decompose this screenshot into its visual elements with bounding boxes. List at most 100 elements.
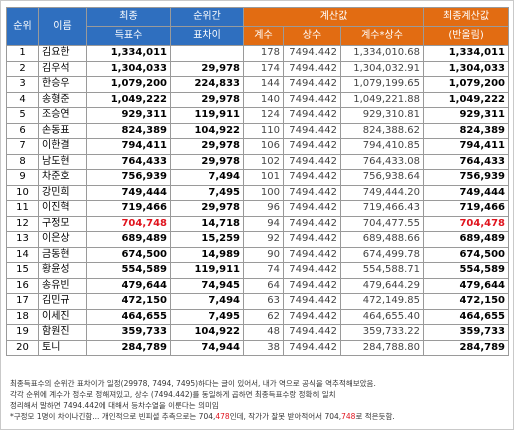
final-cell: 472,150 (423, 293, 510, 310)
rank-cell: 18 (6, 308, 39, 325)
rank-cell: 8 (6, 153, 39, 170)
coef-cell: 106 (243, 138, 284, 155)
product-cell: 704,477.55 (339, 215, 425, 232)
note-line: 정리해서 말하면 7494.442에 대해서 등차수열을 이룬다는 의미임 (10, 401, 219, 410)
table-row: 5 조승연 929,311 119,911 124 7494.442 929,310.81 9… (6, 107, 510, 124)
product-cell: 674,499.78 (339, 246, 425, 263)
coef-cell: 174 (243, 60, 284, 77)
table-row: 18 이세진 464,655 7,495 62 7494.442 464,655.40 464… (6, 308, 510, 325)
gap-cell: 104,922 (170, 324, 244, 341)
votes-cell: 554,589 (86, 262, 171, 279)
name-cell: 손동표 (38, 122, 87, 139)
table-row: 10 강민희 749,444 7,495 100 7494.442 749,444.20 74… (6, 184, 510, 201)
coef-cell: 63 (243, 293, 284, 310)
name-cell: 강민희 (38, 184, 87, 201)
coef-cell: 48 (243, 324, 284, 341)
name-cell: 김민규 (38, 293, 87, 310)
const-cell: 7494.442 (283, 262, 341, 279)
rank-cell: 1 (6, 45, 39, 62)
rank-cell: 5 (6, 107, 39, 124)
const-cell: 7494.442 (283, 153, 341, 170)
note-text: *구정모 1명이 차이나긴함... 개인적으로 빈피셜 추측으로는 704, (10, 412, 216, 421)
const-cell: 7494.442 (283, 293, 341, 310)
const-cell: 7494.442 (283, 107, 341, 124)
product-cell: 824,388.62 (339, 122, 425, 139)
votes-cell: 674,500 (86, 246, 171, 263)
product-cell: 1,304,032.91 (339, 60, 425, 77)
product-cell: 749,444.20 (339, 184, 425, 201)
name-cell: 이세진 (38, 308, 87, 325)
table-row: 9 차준호 756,939 7,494 101 7494.442 756,938.64 756… (6, 169, 510, 186)
name-cell: 구정모 (38, 215, 87, 232)
rank-cell: 13 (6, 231, 39, 248)
notes: 최종득표수의 순위간 표차이가 일정(29978, 7494, 7495)하다는… (10, 378, 506, 422)
name-cell: 이진혁 (38, 200, 87, 217)
const-cell: 7494.442 (283, 215, 341, 232)
product-cell: 472,149.85 (339, 293, 425, 310)
header-gap-1: 순위간 (170, 7, 244, 27)
const-cell: 7494.442 (283, 308, 341, 325)
table-row: 11 이진혁 719,466 29,978 96 7494.442 719,466.43 71… (6, 200, 510, 217)
note-line: *구정모 1명이 차이나긴함... 개인적으로 빈피셜 추측으로는 704,47… (10, 411, 506, 422)
final-cell: 929,311 (423, 107, 510, 124)
votes-cell: 359,733 (86, 324, 171, 341)
const-cell: 7494.442 (283, 122, 341, 139)
gap-cell: 15,259 (170, 231, 244, 248)
product-cell: 1,334,010.68 (339, 45, 425, 62)
votes-cell: 1,304,033 (86, 60, 171, 77)
name-cell: 김우석 (38, 60, 87, 77)
rank-cell: 6 (6, 122, 39, 139)
table-row: 2 김우석 1,304,033 29,978 174 7494.442 1,304,032.… (6, 60, 510, 77)
table-row: 1 김요한 1,334,011 178 7494.442 1,334,010.68 1,33… (6, 45, 510, 62)
table-row: 16 송유빈 479,644 74,945 64 7494.442 479,644.29 47… (6, 277, 510, 294)
rank-cell: 16 (6, 277, 39, 294)
final-cell: 824,389 (423, 122, 510, 139)
name-cell: 금동현 (38, 246, 87, 263)
product-cell: 764,433.08 (339, 153, 425, 170)
const-cell: 7494.442 (283, 169, 341, 186)
note-text: 로 적은듯함. (355, 412, 395, 421)
coef-cell: 110 (243, 122, 284, 139)
votes-cell: 749,444 (86, 184, 171, 201)
coef-cell: 100 (243, 184, 284, 201)
const-cell: 7494.442 (283, 324, 341, 341)
gap-cell: 29,978 (170, 138, 244, 155)
gap-cell: 224,833 (170, 76, 244, 93)
header-final-votes-1: 최종 (86, 7, 171, 27)
note-text: 인데, 작가가 잘못 받아적어서 704, (229, 412, 342, 421)
name-cell: 남도현 (38, 153, 87, 170)
product-cell: 689,488.66 (339, 231, 425, 248)
coef-cell: 144 (243, 76, 284, 93)
rank-cell: 10 (6, 184, 39, 201)
votes-cell: 479,644 (86, 277, 171, 294)
votes-cell: 794,411 (86, 138, 171, 155)
coef-cell: 124 (243, 107, 284, 124)
coef-cell: 74 (243, 262, 284, 279)
table-row: 19 함원진 359,733 104,922 48 7494.442 359,733.22 3… (6, 324, 510, 341)
table-row: 6 손동표 824,389 104,922 110 7494.442 824,388.62 8… (6, 122, 510, 139)
product-cell: 284,788.80 (339, 339, 425, 356)
votes-cell: 1,079,200 (86, 76, 171, 93)
rank-cell: 3 (6, 76, 39, 93)
votes-cell: 756,939 (86, 169, 171, 186)
coef-cell: 101 (243, 169, 284, 186)
rank-cell: 17 (6, 293, 39, 310)
name-cell: 차준호 (38, 169, 87, 186)
vote-calculation-table: 순위 이름 최종 순위간 계산값 최종계산값 득표수 표차이 계수 상수 계수*… (6, 7, 510, 356)
name-cell: 황윤성 (38, 262, 87, 279)
votes-cell: 719,466 (86, 200, 171, 217)
coef-cell: 92 (243, 231, 284, 248)
final-cell: 1,334,011 (423, 45, 510, 62)
product-cell: 929,310.81 (339, 107, 425, 124)
gap-cell: 7,494 (170, 293, 244, 310)
name-cell: 김요한 (38, 45, 87, 62)
table-row: 8 남도현 764,433 29,978 102 7494.442 764,433.08 76… (6, 153, 510, 170)
final-cell: 1,049,222 (423, 91, 510, 108)
header-name: 이름 (38, 7, 87, 46)
gap-cell (170, 45, 244, 62)
product-cell: 359,733.22 (339, 324, 425, 341)
name-cell: 함원진 (38, 324, 87, 341)
product-cell: 1,049,221.88 (339, 91, 425, 108)
votes-cell: 1,049,222 (86, 91, 171, 108)
name-cell: 이은상 (38, 231, 87, 248)
